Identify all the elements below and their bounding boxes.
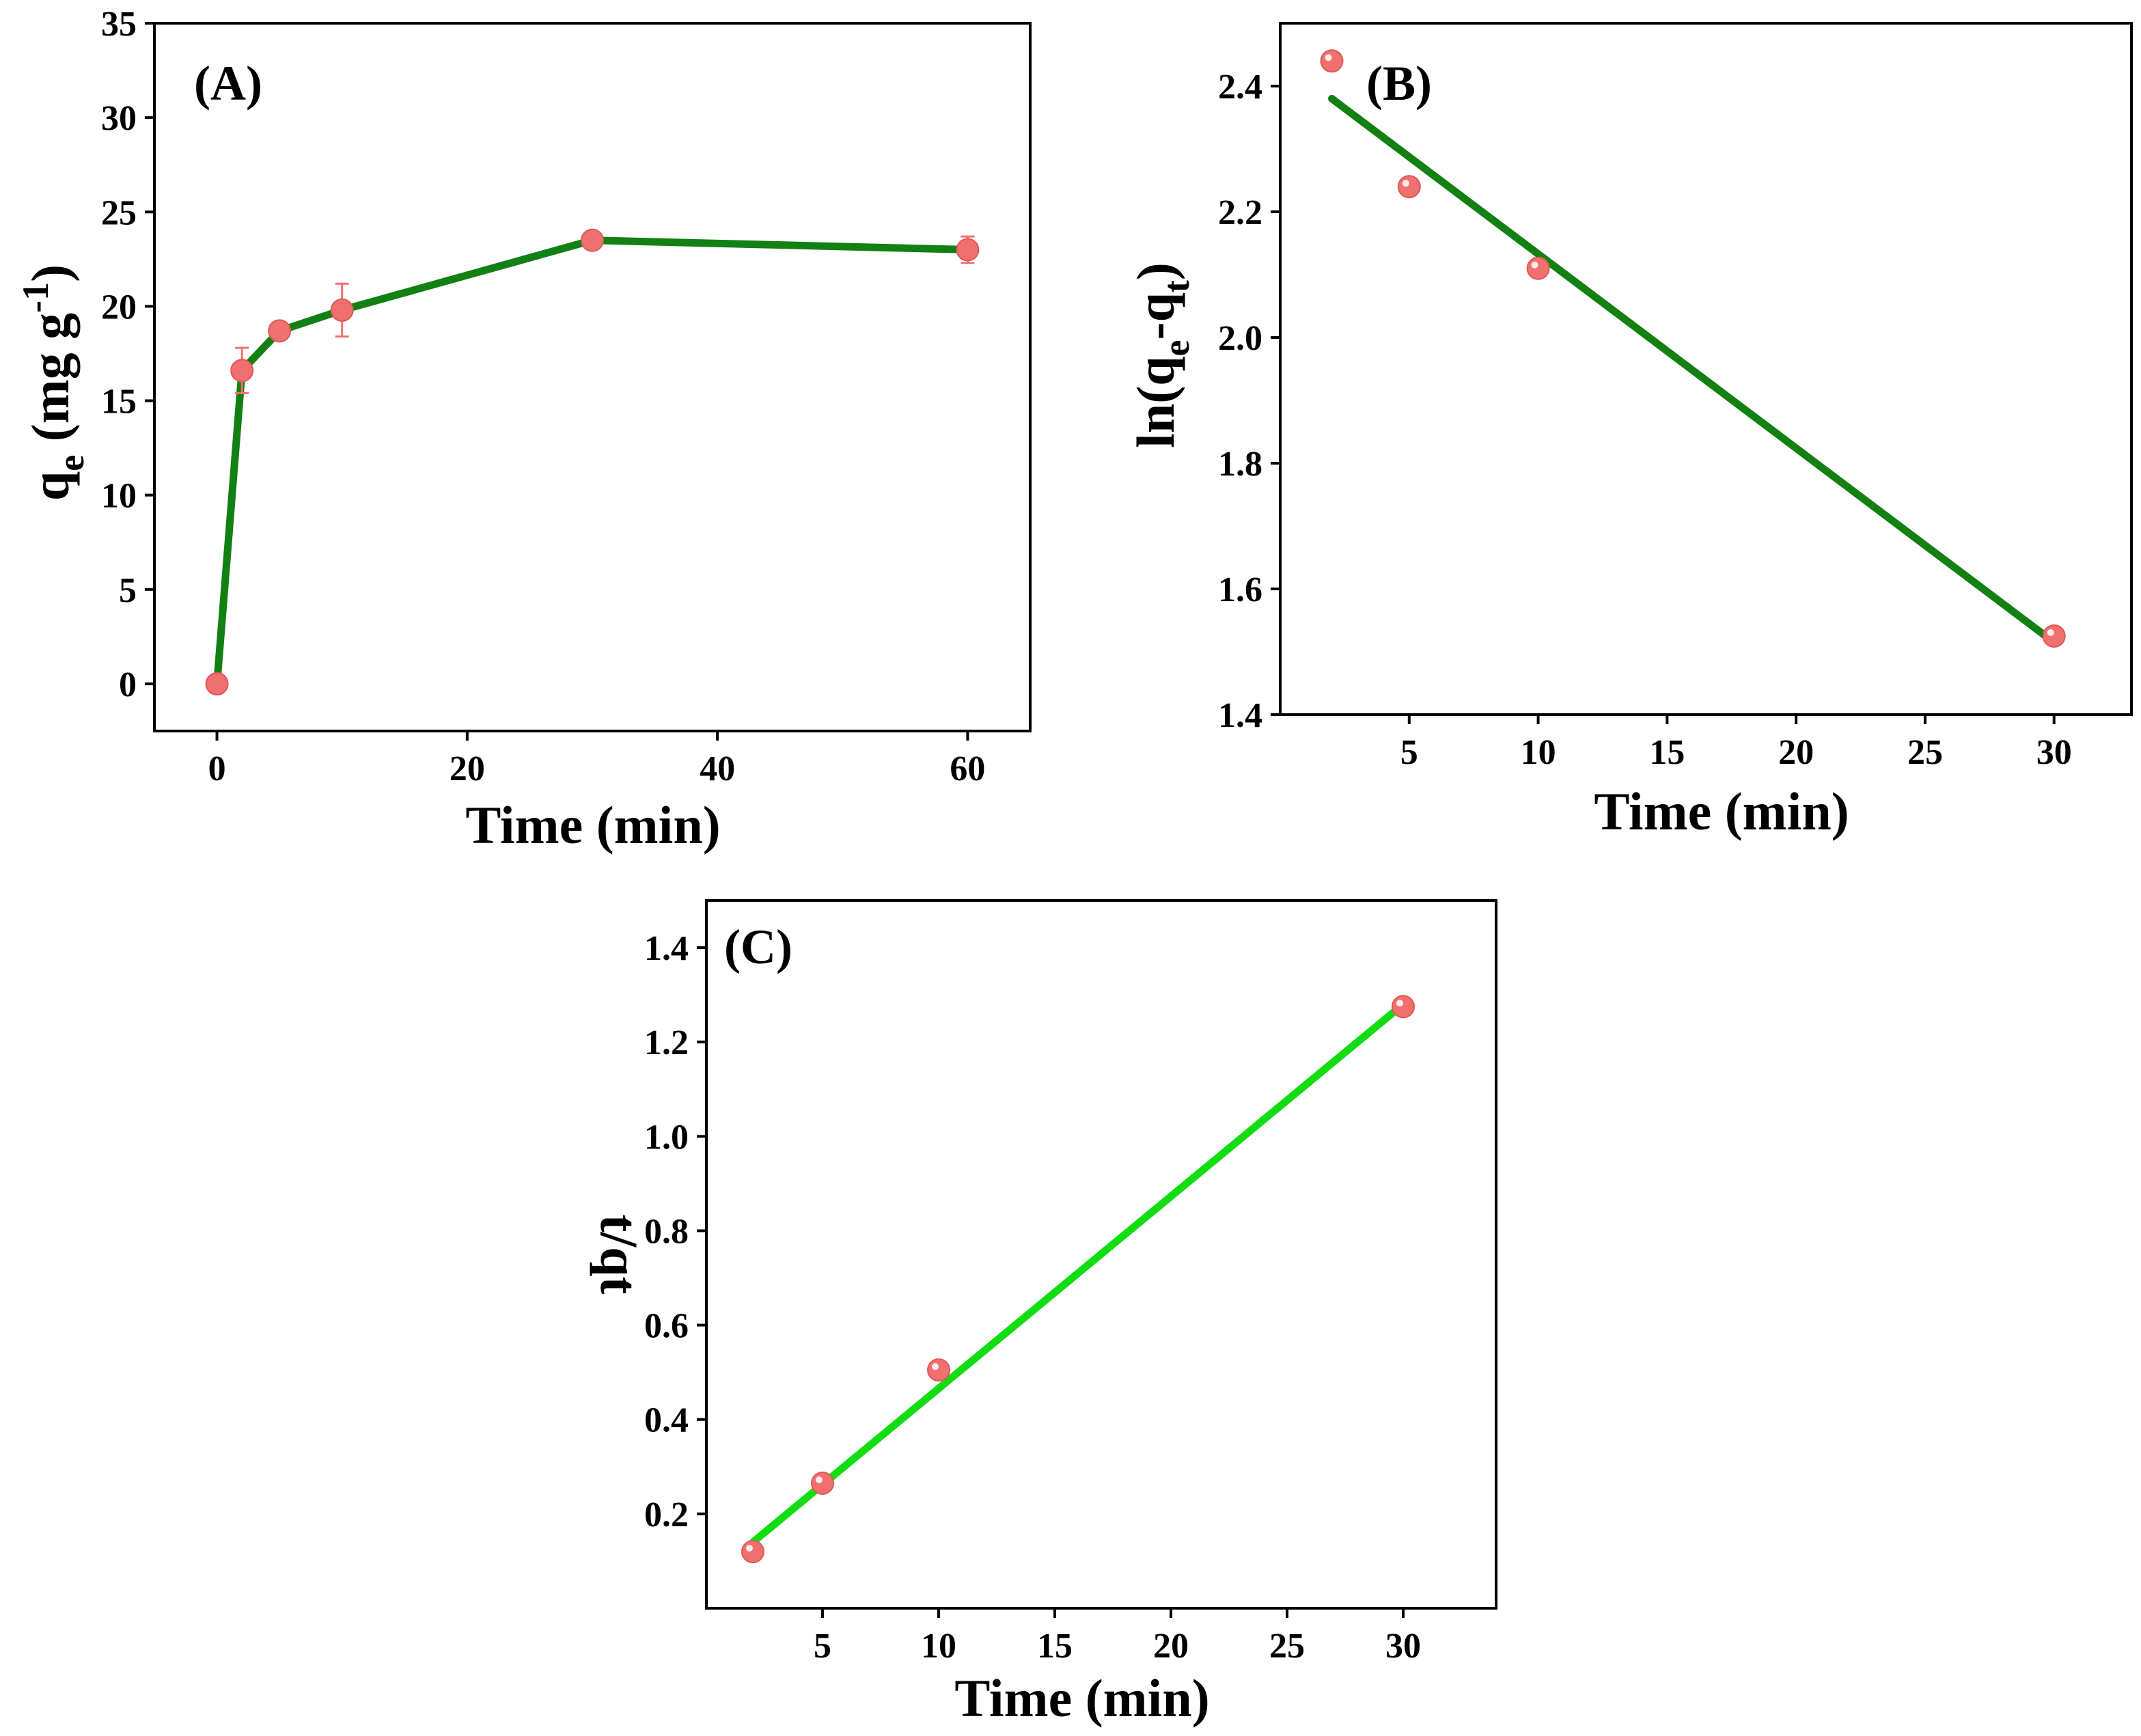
panel-b-data-point — [1320, 49, 1344, 73]
panel-b-label: (B) — [1366, 56, 1432, 111]
panel-a-data-point — [330, 298, 354, 322]
panel-a-frame — [153, 22, 1032, 732]
panel-a-x-tick-label: 0 — [208, 749, 226, 788]
panel-b-y-tick-label: 1.8 — [1218, 445, 1262, 484]
panel-b-fit-line — [1328, 94, 2058, 646]
panel-c: 5 10 15 20 25 30 0.2 0.4 0.6 0.8 1.0 1.2 1.4 (C) Tim… — [590, 899, 1497, 1728]
panel-a-x-tick-label: 60 — [950, 749, 985, 788]
panel-c-x-tick-label: 20 — [1153, 1627, 1189, 1666]
panel-b-data-point — [1397, 175, 1421, 199]
panel-b-data-point — [1526, 256, 1550, 280]
panel-c-x-tick-label: 5 — [814, 1627, 831, 1666]
panel-b-y-tick-label: 2.0 — [1218, 319, 1262, 358]
panel-c-y-tick-label: 0.2 — [644, 1496, 689, 1534]
panel-b-x-tick-label: 5 — [1400, 733, 1418, 772]
panel-a-y-tick-label: 10 — [101, 477, 137, 516]
panel-a-data-point — [205, 672, 229, 695]
panel-c-data-point — [1392, 995, 1415, 1019]
panel-a-x-tick-label: 40 — [700, 749, 735, 788]
panel-b-frame — [1279, 22, 2133, 716]
panel-a-y-tick-label: 5 — [119, 571, 137, 610]
panel-a-y-tick-label: 25 — [101, 193, 137, 232]
panel-a: 0 20 40 60 0 5 10 15 20 25 30 35 (A) Time (min) qe … — [15, 5, 1032, 855]
panel-c-data-point — [811, 1471, 834, 1495]
panel-c-data-point — [741, 1540, 764, 1564]
panel-c-y-tick-label: 0.4 — [644, 1401, 689, 1440]
panel-b-y-tick-label: 2.2 — [1218, 193, 1262, 232]
panel-b-y-label-sub: e — [1156, 340, 1197, 356]
panel-a-data-point — [268, 319, 292, 343]
panel-b-y-tick-label: 1.6 — [1218, 570, 1262, 609]
panel-b-y-label-sub2: t — [1156, 280, 1197, 292]
panel-b-y-label-main: ln(q — [1126, 356, 1185, 447]
panel-b-x-label: Time (min) — [1594, 782, 1849, 841]
panel-a-y-label-sup: -1 — [15, 282, 56, 313]
panel-c-fit-line — [749, 1000, 1407, 1546]
panel-b-x-tick-label: 30 — [2036, 733, 2072, 772]
panel-a-y-label-rest: (mg g — [20, 313, 80, 455]
panel-b-y-label-mid: -q — [1126, 292, 1185, 340]
panel-c-y-tick-label: 1.4 — [644, 929, 689, 968]
panel-c-data-point — [927, 1358, 950, 1382]
panel-b: 5 10 15 20 25 30 1.4 1.6 1.8 2.0 2.2 2.4 (B) Time (… — [1126, 22, 2133, 841]
panel-b-x-tick-label: 15 — [1649, 733, 1685, 772]
panel-a-data-point — [956, 238, 980, 262]
panel-b-y-label: ln(qe-qt) — [1126, 262, 1197, 448]
panel-c-x-tick-label: 30 — [1385, 1627, 1421, 1666]
panel-a-x-label: Time (min) — [465, 795, 720, 855]
panel-c-x-tick-label: 25 — [1269, 1627, 1305, 1666]
panel-c-x-label: Time (min) — [954, 1668, 1209, 1728]
panel-c-label: (C) — [724, 920, 792, 974]
panel-b-y-tick-label: 2.4 — [1218, 68, 1262, 107]
panel-b-y-label-close: ) — [1126, 262, 1185, 280]
panel-b-x-tick-label: 20 — [1778, 733, 1814, 772]
panel-b-data-point — [2042, 624, 2066, 648]
panel-a-y-tick-label: 0 — [119, 665, 137, 704]
panel-c-y-tick-label: 1.0 — [644, 1118, 689, 1157]
panel-a-y-label: qe (mg g-1) — [15, 264, 92, 501]
panel-a-data-point — [581, 228, 604, 252]
panel-a-data-point — [230, 359, 254, 383]
panel-c-y-tick-label: 0.6 — [644, 1307, 689, 1346]
panel-b-x-tick-label: 10 — [1521, 733, 1556, 772]
panel-b-x-tick-label: 25 — [1907, 733, 1943, 772]
panel-a-y-tick-label: 30 — [101, 99, 137, 138]
panel-c-x-tick-label: 10 — [921, 1627, 956, 1666]
panel-a-label: (A) — [194, 56, 262, 111]
panel-a-series-line — [213, 236, 971, 688]
panel-b-y-tick-label: 1.4 — [1218, 696, 1262, 735]
panel-c-x-tick-label: 15 — [1037, 1627, 1073, 1666]
panel-a-y-label-main: q — [20, 471, 80, 501]
panel-a-y-tick-label: 15 — [101, 383, 137, 422]
panel-c-frame — [705, 899, 1497, 1610]
panel-c-y-label: t/qt — [590, 1215, 649, 1295]
panel-a-y-label-close: ) — [20, 264, 80, 282]
panel-a-x-tick-label: 20 — [450, 749, 485, 788]
panel-c-y-tick-label: 1.2 — [644, 1023, 689, 1062]
panel-c-y-tick-label: 0.8 — [644, 1212, 689, 1251]
panel-a-y-tick-label: 35 — [101, 5, 137, 44]
panel-a-y-tick-label: 20 — [101, 288, 137, 327]
panel-a-y-label-sub: e — [51, 455, 92, 471]
